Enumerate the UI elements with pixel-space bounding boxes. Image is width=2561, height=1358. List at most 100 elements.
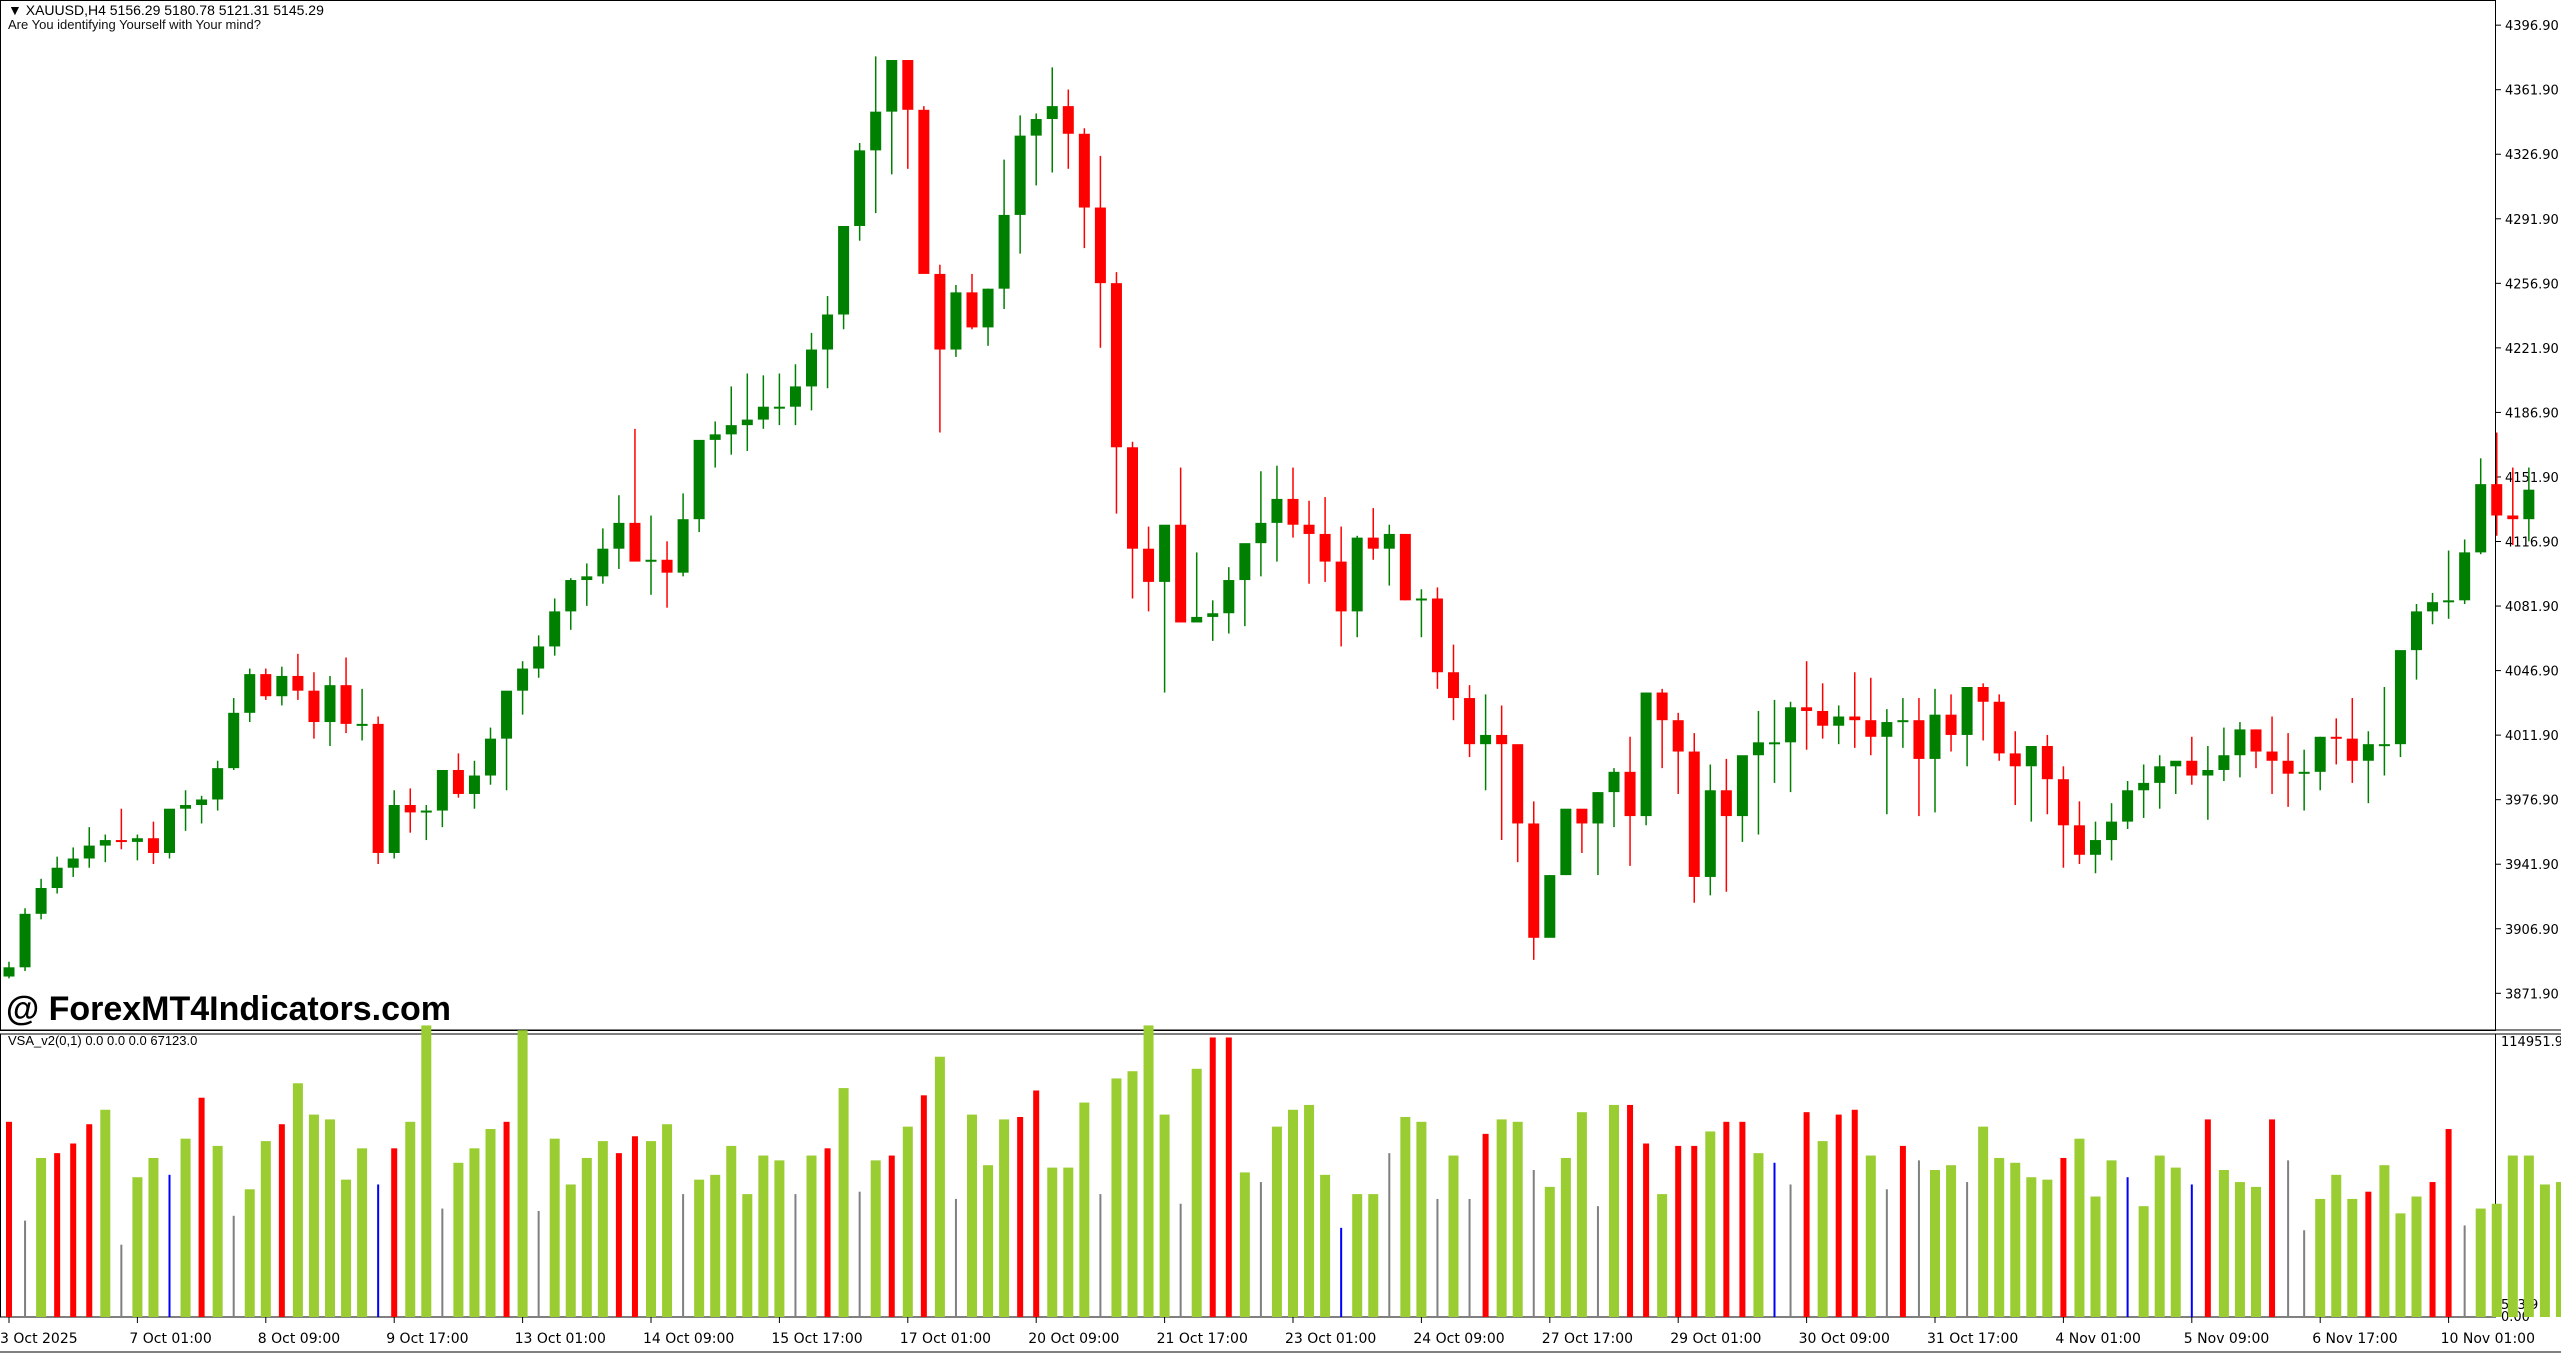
bear-candle <box>115 840 127 843</box>
bull-candle <box>2411 611 2422 651</box>
volume-bar-light <box>2010 1162 2021 1317</box>
bull-candle <box>1640 692 1652 817</box>
bull-candle <box>2154 766 2166 783</box>
volume-bar-gray <box>1532 1170 1535 1317</box>
volume-bar-gray <box>232 1215 235 1317</box>
bull-candle <box>1014 135 1026 215</box>
bull-candle <box>1480 734 1492 745</box>
volume-bar-light <box>2042 1179 2053 1317</box>
volume-bar-blue <box>377 1184 380 1317</box>
volume-bar-red <box>1225 1037 1232 1317</box>
volume-bar-light <box>260 1141 271 1317</box>
volume-bar-gray <box>1885 1189 1888 1317</box>
time-tick-label: 14 Oct 09:00 <box>643 1331 734 1347</box>
volume-bar-light <box>1496 1119 1507 1317</box>
volume-bar-red <box>1643 1143 1650 1317</box>
bull-candle <box>1271 498 1283 523</box>
bull-candle <box>2170 760 2182 767</box>
time-tick-label: 24 Oct 09:00 <box>1413 1331 1504 1347</box>
volume-bar-gray <box>1468 1198 1471 1317</box>
bull-candle <box>757 406 769 420</box>
bear-candle <box>1335 561 1347 612</box>
volume-bar-blue <box>168 1174 171 1317</box>
bull-candle <box>1223 580 1235 614</box>
bear-candle <box>1399 533 1411 601</box>
volume-bar-light <box>983 1165 994 1317</box>
time-tick-label: 31 Oct 17:00 <box>1927 1331 2018 1347</box>
volume-bar-light <box>1239 1172 1250 1317</box>
price-pane-border <box>0 0 2496 1031</box>
volume-bar-light <box>1560 1157 1571 1317</box>
volume-bar-light <box>967 1114 977 1317</box>
bear-candle <box>1127 447 1138 549</box>
volume-bar-red <box>2269 1119 2276 1317</box>
volume-bar-light <box>1304 1104 1315 1317</box>
volume-bar-red <box>2429 1182 2436 1317</box>
bear-candle <box>404 805 416 813</box>
bear-candle <box>1865 720 1877 737</box>
symbol-info: ▼ XAUUSD,H4 5156.29 5180.78 5121.31 5145… <box>8 2 324 18</box>
bear-candle <box>372 723 384 853</box>
volume-bar-light <box>549 1138 560 1317</box>
bull-candle <box>565 580 577 612</box>
bear-candle <box>2491 484 2503 516</box>
bull-candle <box>1961 687 1973 735</box>
bull-candle <box>822 314 834 350</box>
volume-bar-light <box>2315 1198 2326 1317</box>
volume-bar-gray <box>120 1244 123 1317</box>
time-tick-label: 7 Oct 01:00 <box>129 1331 211 1347</box>
bull-candle <box>645 559 657 562</box>
volume-bar-light <box>1127 1071 1138 1317</box>
watermark: @ ForexMT4Indicators.com <box>6 990 452 1028</box>
volume-bar-light <box>148 1157 159 1317</box>
bull-candle <box>854 150 866 226</box>
volume-bar-red <box>1739 1121 1746 1317</box>
time-tick-label: 27 Oct 17:00 <box>1542 1331 1633 1347</box>
volume-bar-light <box>1288 1109 1298 1317</box>
price-tick-label: 3941.90 <box>2505 858 2559 873</box>
volume-bar-light <box>292 1083 303 1317</box>
bear-candle <box>1143 548 1155 582</box>
price-tick-label: 4046.90 <box>2505 665 2559 680</box>
bear-candle <box>1303 524 1315 534</box>
bear-candle <box>340 685 352 724</box>
volume-bar-gray <box>1917 1160 1920 1317</box>
volume-bar-light <box>694 1179 705 1317</box>
volume-bar-light <box>1544 1186 1555 1317</box>
bull-candle <box>2122 790 2134 822</box>
volume-bar-red <box>1835 1114 1842 1317</box>
bear-candle <box>1448 672 1459 699</box>
bull-candle <box>533 646 545 669</box>
bear-candle <box>2282 760 2294 774</box>
bull-candle <box>1592 792 1604 824</box>
volume-bar-light <box>1143 1025 1154 1317</box>
bear-candle <box>1624 771 1636 817</box>
bear-candle <box>1817 710 1829 726</box>
bear-candle <box>1528 823 1540 938</box>
bull-candle <box>1704 790 1716 877</box>
volume-bar-light <box>902 1126 913 1317</box>
bull-candle <box>950 292 962 350</box>
bear-candle <box>2009 753 2021 767</box>
price-tick-label: 4116.90 <box>2505 536 2559 551</box>
bull-candle <box>1769 742 1780 745</box>
volume-bar-light <box>2491 1203 2502 1317</box>
volume-bar-light <box>2347 1198 2358 1317</box>
volume-bar-light <box>726 1145 737 1317</box>
bull-candle <box>2459 552 2471 601</box>
volume-bar-red <box>54 1153 61 1317</box>
volume-bar-light <box>999 1119 1010 1317</box>
bull-candle <box>677 519 689 573</box>
time-tick-label: 4 Nov 01:00 <box>2055 1331 2140 1347</box>
volume-bar-light <box>1047 1167 1058 1317</box>
bull-candle <box>517 668 529 691</box>
volume-bar-light <box>1817 1141 1828 1317</box>
volume-bar-gray <box>1099 1194 1102 1317</box>
volume-bar-light <box>1512 1121 1523 1317</box>
bull-candle <box>1191 616 1203 623</box>
volume-bar-light <box>1416 1121 1427 1317</box>
bull-candle <box>164 808 175 853</box>
bull-candle <box>1351 537 1363 612</box>
bull-candle <box>99 840 111 846</box>
